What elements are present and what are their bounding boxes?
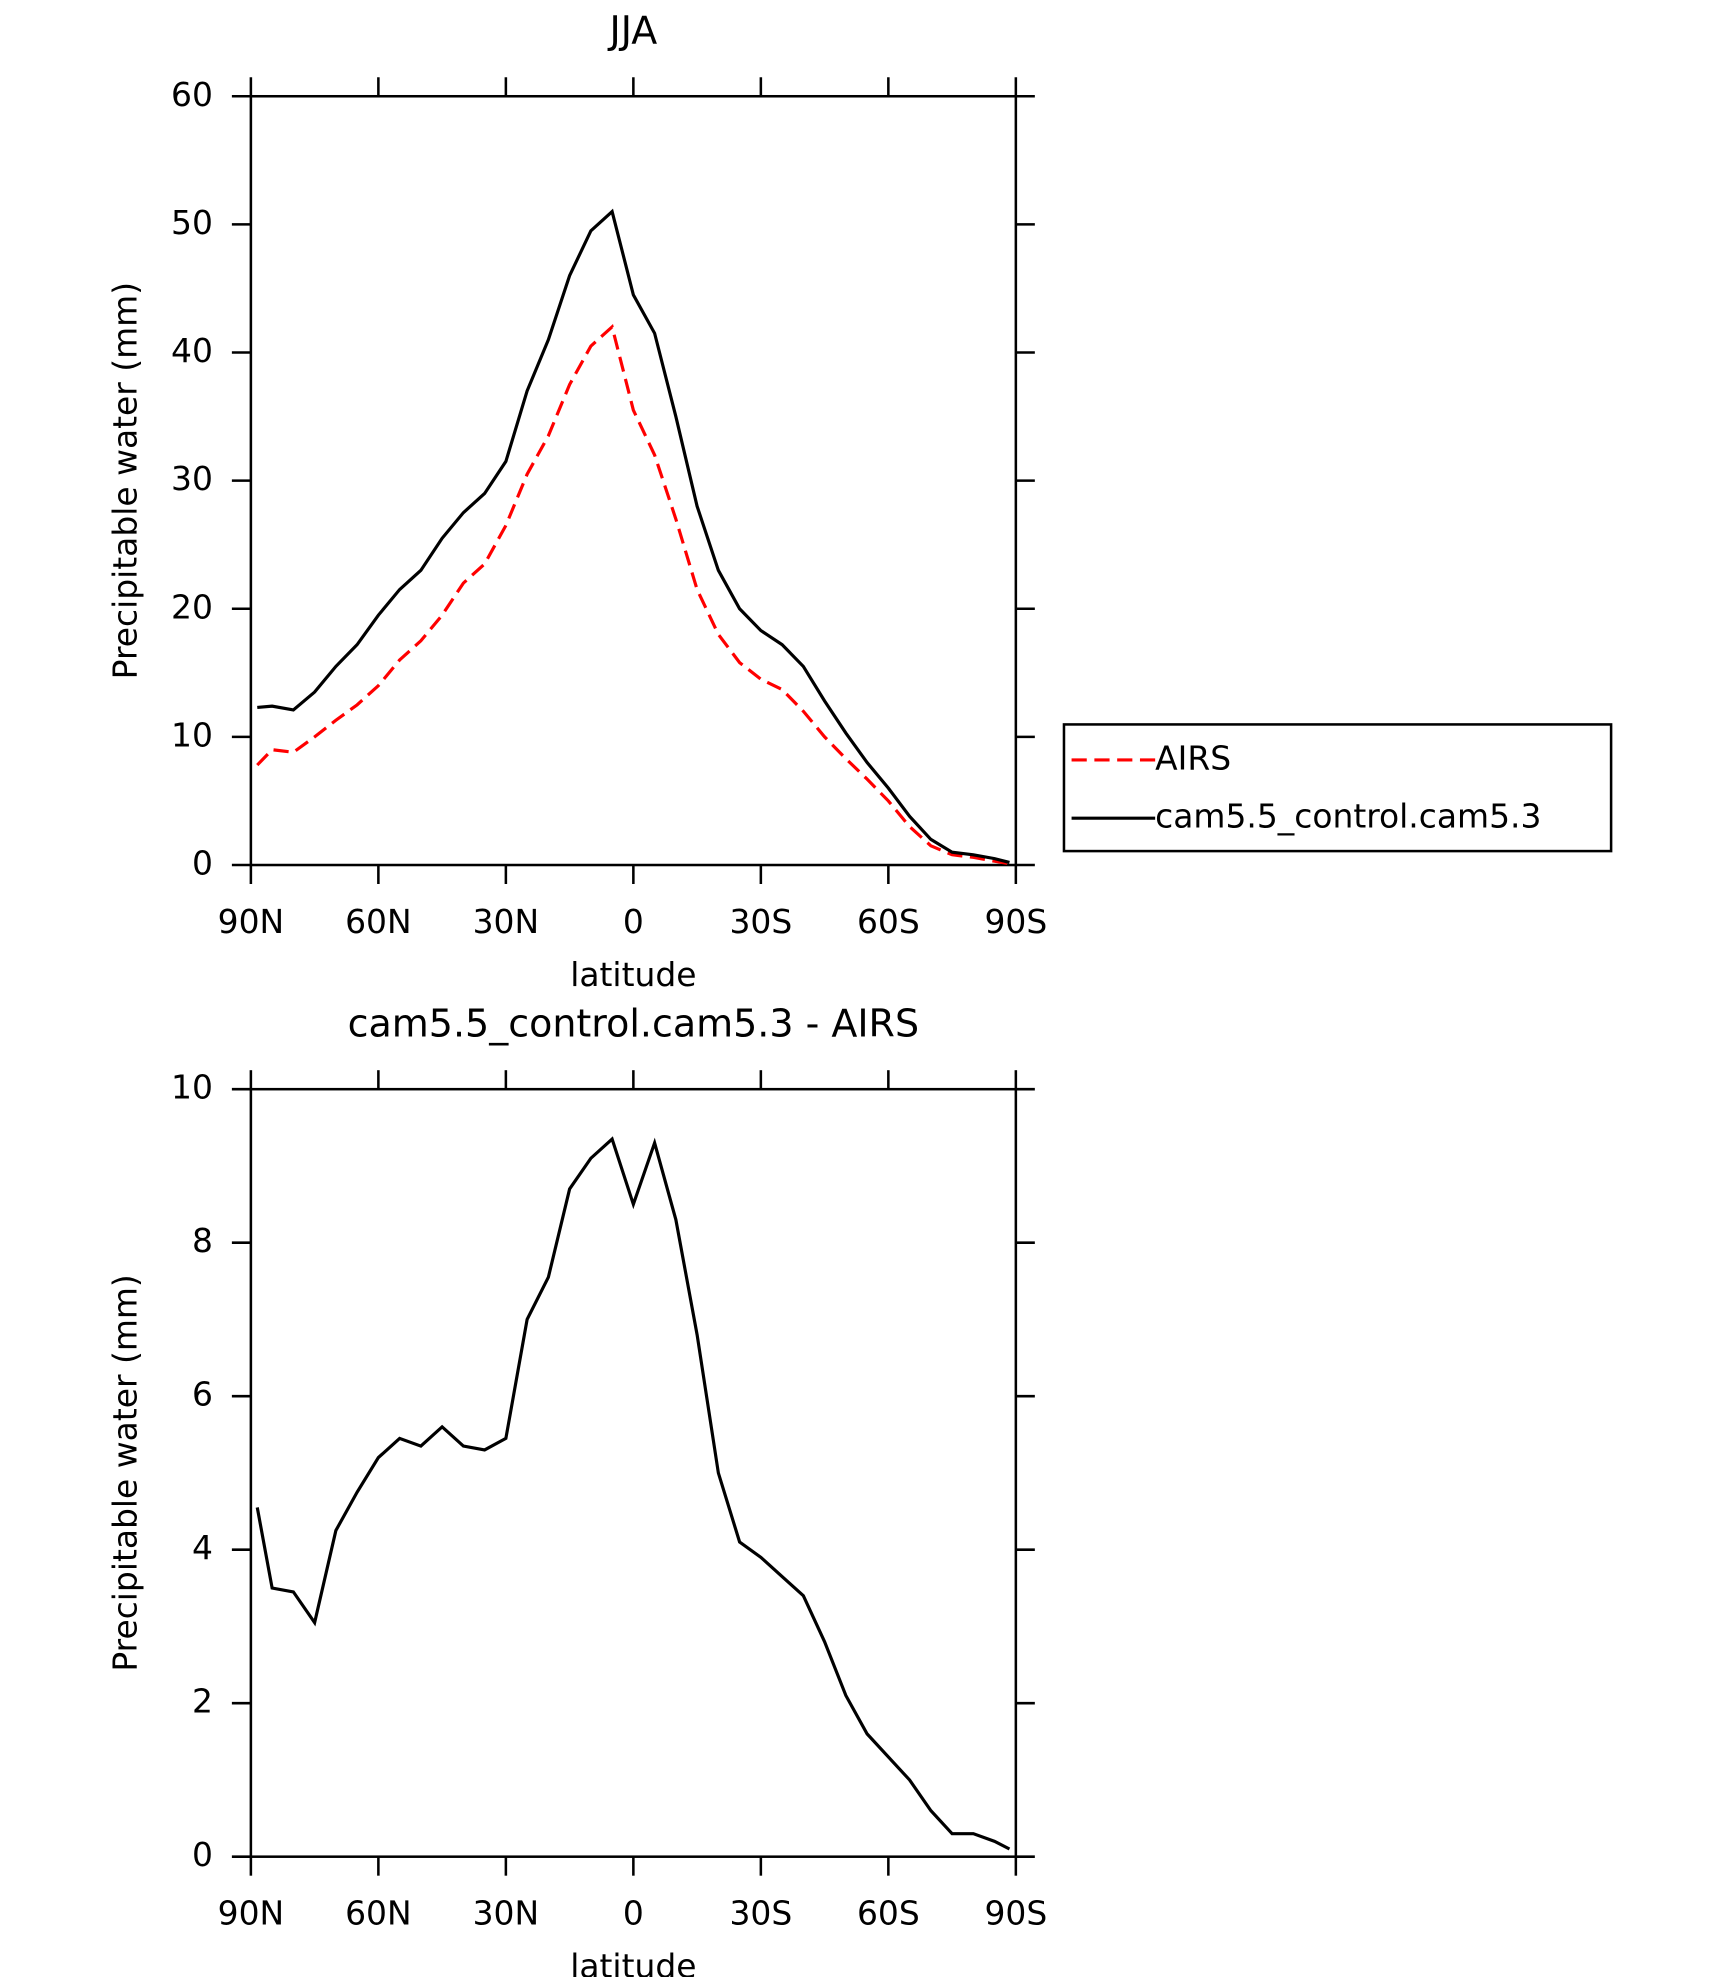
- chart-title: JJA: [607, 8, 657, 52]
- x-tick-label: 30S: [729, 902, 792, 941]
- legend-label: cam5.5_control.cam5.3: [1155, 797, 1541, 836]
- y-tick-label: 40: [171, 331, 213, 370]
- chart-title: cam5.5_control.cam5.3 - AIRS: [348, 1001, 919, 1045]
- x-tick-label: 30N: [473, 902, 539, 941]
- y-tick-label: 10: [171, 715, 213, 754]
- y-tick-label: 6: [192, 1375, 213, 1414]
- legend-box: [1062, 723, 1613, 853]
- x-tick-label: 30S: [729, 1893, 792, 1932]
- x-tick-label: 60S: [857, 1893, 920, 1932]
- x-tick-label: 60N: [345, 1893, 412, 1932]
- y-tick-label: 2: [192, 1682, 213, 1721]
- data-line: [255, 1136, 1011, 1851]
- legend-label: AIRS: [1155, 738, 1231, 777]
- y-tick-label: 8: [192, 1221, 213, 1260]
- x-tick-label: 90N: [218, 1893, 285, 1932]
- y-axis-label: Precipitable water (mm): [105, 1274, 144, 1671]
- y-tick-label: 0: [192, 844, 213, 883]
- x-tick-label: 90N: [218, 902, 285, 941]
- y-tick-label: 10: [171, 1068, 213, 1107]
- y-tick-label: 4: [192, 1528, 213, 1567]
- x-tick-label: 0: [623, 902, 644, 941]
- x-axis-label: latitude: [570, 955, 696, 994]
- x-axis-label: latitude: [570, 1947, 696, 1977]
- y-tick-label: 0: [192, 1835, 213, 1874]
- y-axis-label: Precipitable water (mm): [105, 282, 144, 679]
- data-line: [256, 323, 1010, 866]
- y-tick-label: 60: [171, 75, 213, 114]
- x-tick-label: 60N: [345, 902, 412, 941]
- x-tick-label: 0: [623, 1893, 644, 1932]
- data-line: [257, 208, 1010, 864]
- y-tick-label: 30: [171, 459, 213, 498]
- y-tick-label: 50: [171, 203, 213, 242]
- y-tick-label: 20: [171, 587, 213, 626]
- x-tick-label: 30N: [473, 1893, 539, 1932]
- plot-frame: [249, 94, 1018, 867]
- x-tick-label: 90S: [984, 1893, 1047, 1932]
- x-tick-label: 90S: [984, 902, 1047, 941]
- x-tick-label: 60S: [857, 902, 920, 941]
